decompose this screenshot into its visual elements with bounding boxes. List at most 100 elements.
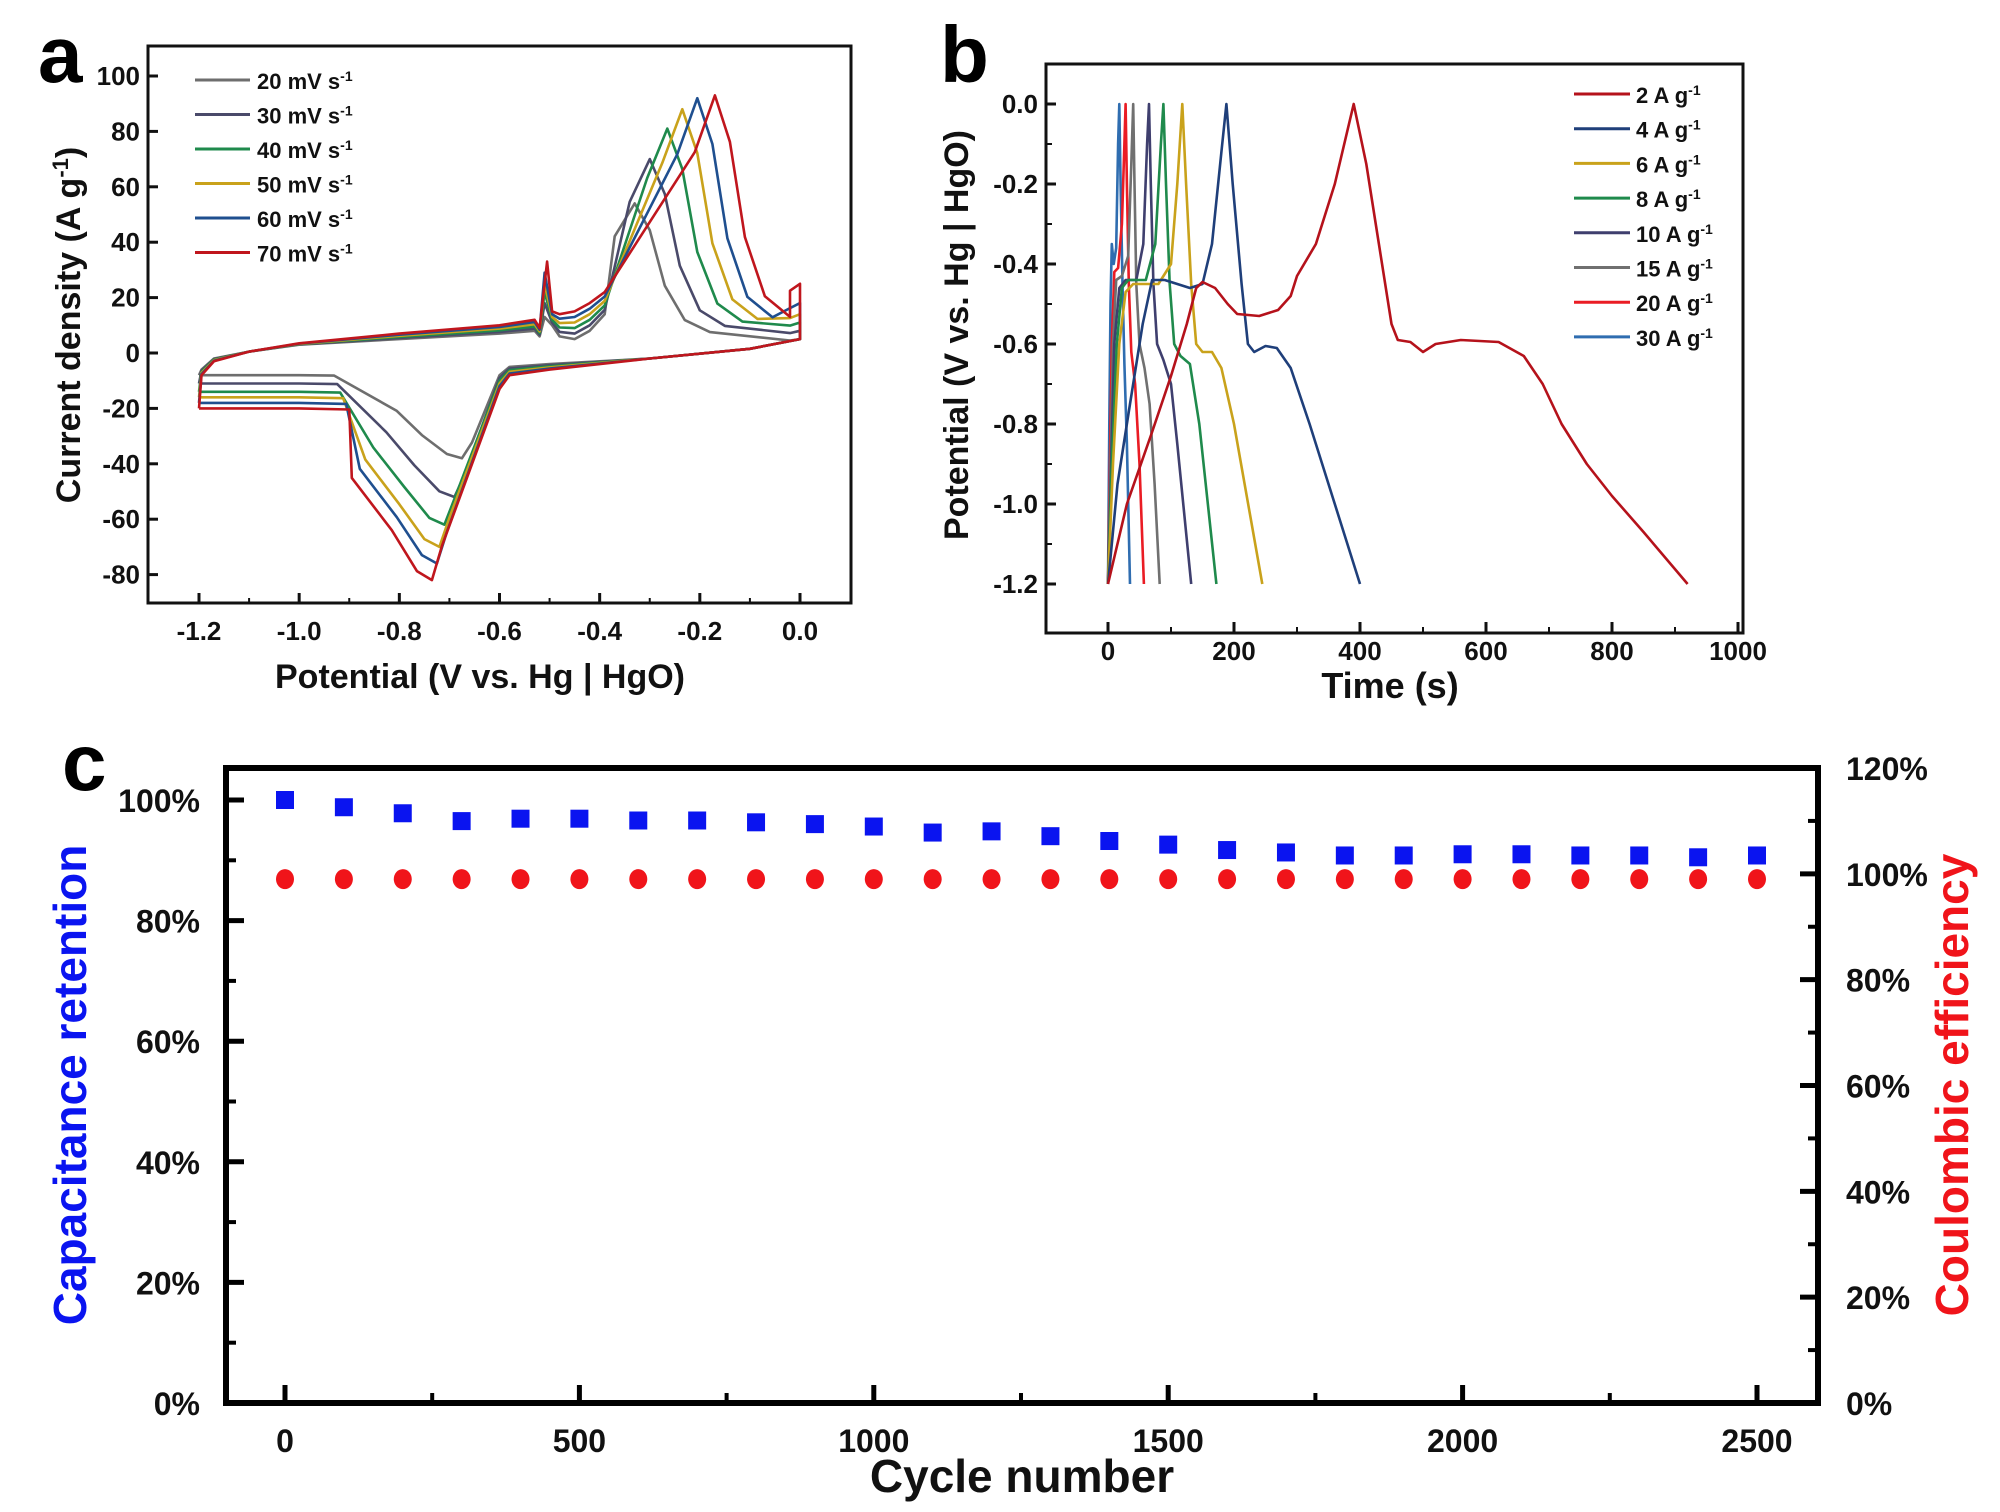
capacitance-retention-point bbox=[276, 791, 294, 809]
coulombic-efficiency-point bbox=[747, 869, 766, 890]
cycling-x-axis-title: Cycle number bbox=[870, 1450, 1174, 1502]
coulombic-efficiency-point bbox=[1689, 869, 1708, 890]
cv-axis-ticks: -1.2 -1.0 -0.8 -0.6 -0.4 -0.2 0.0 -80 -60 -40 -20 0… bbox=[97, 61, 818, 646]
cycling-x-tick-label: 2500 bbox=[1721, 1423, 1792, 1459]
cycling-y-left-tick-label: 100% bbox=[118, 783, 200, 819]
cycling-chart: 0 500 1000 1500 2000 2500 0% 20% 40% 60% 80% 100% 0%… bbox=[44, 751, 1978, 1502]
gcd-y-tick-label: -0.8 bbox=[993, 409, 1038, 439]
cv-legend-label-sup: -1 bbox=[340, 241, 353, 257]
coulombic-efficiency-point bbox=[452, 869, 471, 890]
cycling-y-left-tick-label: 60% bbox=[136, 1024, 200, 1060]
gcd-curve-30Ag bbox=[1106, 102, 1132, 585]
gcd-legend-label: 2 A g-1 bbox=[1636, 82, 1701, 108]
gcd-x-tick-label: 1000 bbox=[1709, 636, 1767, 666]
gcd-x-tick-label: 200 bbox=[1212, 636, 1255, 666]
capacitance-retention-point bbox=[1630, 846, 1649, 865]
coulombic-efficiency-point bbox=[864, 869, 883, 890]
coulombic-efficiency-point bbox=[570, 869, 589, 890]
cv-y-tick-label: 60 bbox=[111, 172, 140, 202]
coulombic-efficiency-point bbox=[1218, 869, 1237, 890]
capacitance-retention-point bbox=[1218, 841, 1237, 860]
cv-legend-label: 40 mV s-1 bbox=[257, 137, 353, 163]
coulombic-efficiency-point bbox=[1100, 869, 1119, 890]
coulombic-efficiency-point bbox=[923, 869, 942, 890]
gcd-axis-ticks: 0 200 400 600 800 1000 0.0 -0.2 -0.4 -0.6 -0.8 -1.0… bbox=[993, 89, 1767, 666]
capacitance-retention-point bbox=[923, 823, 942, 842]
coulombic-efficiency-point bbox=[1748, 869, 1766, 890]
capacitance-retention-point bbox=[1571, 846, 1590, 865]
cv-y-tick-label: 0 bbox=[126, 338, 140, 368]
cv-y-tick-label: -60 bbox=[102, 504, 140, 534]
cycling-y-right-tick-label: 0% bbox=[1846, 1386, 1892, 1422]
coulombic-efficiency-point bbox=[276, 869, 294, 890]
cycling-x-tick-label: 500 bbox=[553, 1423, 606, 1459]
coulombic-efficiency-point bbox=[688, 869, 707, 890]
cv-y-tick-label: 20 bbox=[111, 283, 140, 313]
gcd-legend-label: 8 A g-1 bbox=[1636, 186, 1701, 212]
cycling-y-left-tick-label: 20% bbox=[136, 1265, 200, 1301]
cycling-y-left-tick-label: 40% bbox=[136, 1145, 200, 1181]
cv-curves bbox=[197, 94, 802, 582]
capacitance-retention-point bbox=[1159, 835, 1178, 854]
cv-x-tick-label: -1.0 bbox=[277, 616, 322, 646]
gcd-curve-8Ag bbox=[1106, 102, 1218, 585]
cycling-x-tick-label: 0 bbox=[276, 1423, 294, 1459]
capacitance-retention-point bbox=[1335, 846, 1354, 865]
cv-y-axis-title-sup: -1 bbox=[48, 158, 73, 178]
cv-y-tick-label: 40 bbox=[111, 227, 140, 257]
gcd-legend-label: 4 A g-1 bbox=[1636, 117, 1701, 143]
gcd-x-axis-title: Time (s) bbox=[1321, 665, 1458, 706]
cycling-y-axis-left-title: Capacitance retention bbox=[44, 845, 96, 1326]
coulombic-efficiency-point bbox=[1276, 869, 1295, 890]
gcd-legend-label-sup: -1 bbox=[1700, 221, 1713, 237]
cv-legend-label-sup: -1 bbox=[340, 103, 353, 119]
capacitance-retention-point bbox=[629, 811, 648, 830]
cv-legend-label: 50 mV s-1 bbox=[257, 172, 353, 198]
cycling-x-tick-label: 1500 bbox=[1133, 1423, 1204, 1459]
capacitance-retention-point bbox=[688, 811, 707, 830]
gcd-curves bbox=[1106, 102, 1689, 585]
cv-x-tick-label: -0.4 bbox=[577, 616, 622, 646]
gcd-legend-label-sup: -1 bbox=[1688, 82, 1701, 98]
coulombic-efficiency-point bbox=[629, 869, 648, 890]
gcd-legend-label-sup: -1 bbox=[1688, 151, 1701, 167]
cycling-y-right-tick-label: 40% bbox=[1846, 1174, 1910, 1210]
coulombic-efficiency-point bbox=[1041, 869, 1060, 890]
coulombic-efficiency-point bbox=[1335, 869, 1354, 890]
panel-label-b: b bbox=[940, 10, 989, 99]
cv-y-tick-label: -80 bbox=[102, 560, 140, 590]
cv-x-tick-label: -0.2 bbox=[677, 616, 722, 646]
coulombic-efficiency-point bbox=[1630, 869, 1649, 890]
gcd-x-tick-label: 0 bbox=[1101, 636, 1115, 666]
gcd-x-tick-label: 400 bbox=[1338, 636, 1381, 666]
capacitance-retention-point bbox=[393, 804, 412, 823]
capacitance-retention-point bbox=[452, 812, 471, 831]
capacitance-retention-point bbox=[1041, 827, 1060, 846]
gcd-legend-label: 6 A g-1 bbox=[1636, 151, 1701, 177]
cv-x-axis-title: Potential (V vs. Hg | HgO) bbox=[275, 658, 685, 696]
gcd-plot-frame bbox=[1044, 62, 1745, 635]
cv-legend-label: 60 mV s-1 bbox=[257, 206, 353, 232]
gcd-legend-label-sup: -1 bbox=[1700, 290, 1713, 306]
cv-legend-label-sup: -1 bbox=[340, 137, 353, 153]
cv-y-tick-label: -20 bbox=[102, 393, 140, 423]
coulombic-efficiency-point bbox=[1453, 869, 1472, 890]
cv-legend: 20 mV s-1 30 mV s-1 40 mV s-1 50 mV s-1 60 m… bbox=[195, 68, 353, 267]
capacitance-retention-point bbox=[1394, 846, 1413, 865]
cv-x-tick-label: -1.2 bbox=[177, 616, 222, 646]
capacitance-retention-point bbox=[1748, 846, 1766, 865]
cycling-y-right-tick-label: 20% bbox=[1846, 1280, 1910, 1316]
gcd-curve-15Ag bbox=[1106, 102, 1161, 585]
gcd-y-tick-label: -1.0 bbox=[993, 489, 1038, 519]
panel-label-a: a bbox=[38, 10, 83, 99]
coulombic-efficiency-point bbox=[334, 869, 353, 890]
coulombic-efficiency-point bbox=[805, 869, 824, 890]
gcd-legend-label-sup: -1 bbox=[1688, 117, 1701, 133]
capacitance-retention-point bbox=[334, 798, 353, 817]
cv-curve-20mV bbox=[197, 202, 802, 460]
capacitance-retention-point bbox=[747, 813, 766, 832]
panel-label-c: c bbox=[62, 718, 107, 807]
cv-y-tick-label: 100 bbox=[97, 61, 140, 91]
cycling-markers bbox=[276, 791, 1766, 890]
gcd-y-tick-label: -1.2 bbox=[993, 569, 1038, 599]
